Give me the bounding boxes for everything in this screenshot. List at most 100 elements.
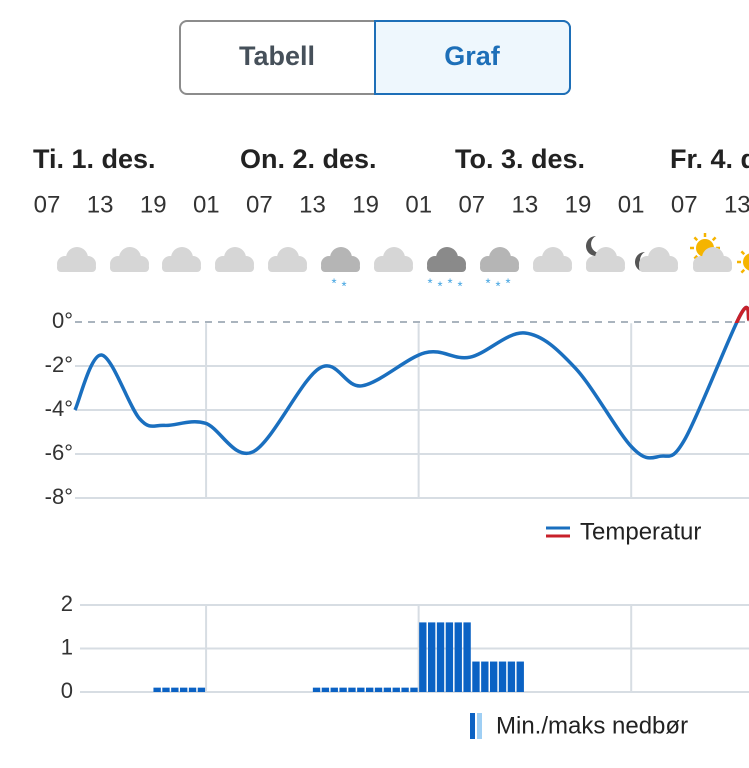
y-tick-label: 0 (61, 678, 73, 703)
precipitation-bar (357, 687, 365, 692)
cloud-icon (268, 247, 307, 272)
precipitation-bar (180, 687, 188, 692)
y-tick-label: 2 (61, 591, 73, 616)
hour-label: 07 (34, 191, 61, 218)
y-tick-label: 0° (52, 308, 73, 333)
y-tick-label: -4° (45, 396, 73, 421)
cloud-part (110, 263, 149, 272)
precipitation-bar (516, 661, 524, 692)
cloud-icon (110, 247, 149, 272)
legend-swatch (470, 713, 475, 739)
precipitation-bar (312, 687, 321, 692)
precipitation-bar (489, 661, 498, 692)
precipitation-bar (188, 687, 197, 692)
precipitation-bar (419, 622, 427, 692)
y-tick-label: -6° (45, 440, 73, 465)
y-tick-label: -8° (45, 484, 73, 509)
moon-icon (586, 236, 604, 257)
snow-icon: * (505, 275, 510, 290)
hour-label: 13 (299, 191, 326, 218)
precipitation-bar (507, 661, 516, 692)
hour-label: 07 (671, 191, 698, 218)
snow-icon: * (447, 275, 452, 290)
hour-label: 13 (87, 191, 114, 218)
cloud-icon (215, 247, 254, 272)
cloud-icon (693, 247, 732, 272)
hour-label: 01 (618, 191, 645, 218)
precipitation-bar (410, 687, 418, 692)
y-tick-label: -2° (45, 352, 73, 377)
precipitation-bar (153, 687, 161, 692)
precipitation-bar (445, 622, 454, 692)
y-tick-label: 1 (61, 634, 73, 659)
day-label: Fr. 4. des. (670, 144, 749, 174)
precipitation-bar (427, 622, 436, 692)
hour-label: 13 (724, 191, 749, 218)
hour-label: 01 (193, 191, 220, 218)
cloud-icon (321, 247, 360, 272)
cloud-icon (586, 247, 625, 272)
day-label: Ti. 1. des. (33, 144, 156, 174)
precipitation-bar (436, 622, 445, 692)
precipitation-bar (348, 687, 356, 692)
legend-label: Min./maks nedbør (496, 712, 688, 739)
cloud-icon (57, 247, 96, 272)
tab-graph[interactable]: Graf (444, 41, 501, 71)
sun-ray (693, 236, 699, 242)
cloud-part (321, 263, 360, 272)
precipitation-bar (392, 687, 400, 692)
cloud-part (639, 263, 678, 272)
precipitation-bar (339, 687, 347, 692)
cloud-part (427, 263, 466, 272)
cloud-part (162, 263, 201, 272)
cloud-part (374, 263, 413, 272)
hour-label: 19 (565, 191, 592, 218)
hour-label: 13 (512, 191, 539, 218)
cloud-icon (162, 247, 201, 272)
hour-label: 19 (352, 191, 379, 218)
sun-ray (693, 254, 699, 260)
cloud-part (586, 263, 625, 272)
cloud-part (57, 263, 96, 272)
precipitation-bar (171, 687, 179, 692)
sun-icon (743, 253, 749, 271)
precipitation-bar (463, 622, 471, 692)
legend-swatch (477, 713, 482, 739)
temperature-line-warm (734, 305, 749, 323)
cloud-part (480, 263, 519, 272)
precipitation-bar (383, 687, 392, 692)
hour-label: 07 (246, 191, 273, 218)
sun-ray (740, 268, 746, 274)
snow-icon: * (427, 275, 432, 290)
precipitation-bar (498, 661, 507, 692)
sun-ray (740, 250, 746, 256)
precipitation-bar (321, 687, 330, 692)
tab-table[interactable]: Tabell (239, 41, 315, 71)
precipitation-bar (330, 687, 338, 692)
tab-active-bg (374, 20, 571, 95)
cloud-icon (427, 247, 466, 272)
snow-icon: * (331, 275, 336, 290)
snow-icon: * (437, 278, 442, 293)
precipitation-bar (481, 661, 489, 692)
cloud-icon (374, 247, 413, 272)
cloud-icon (639, 247, 678, 272)
hour-label: 19 (140, 191, 167, 218)
precipitation-bar (197, 687, 206, 692)
precipitation-bar (401, 687, 409, 692)
precipitation-bar (454, 622, 462, 692)
sun-ray (711, 236, 717, 242)
hour-label: 07 (458, 191, 485, 218)
snow-icon: * (341, 278, 346, 293)
legend-label: Temperatur (580, 518, 701, 545)
cloud-icon (480, 247, 519, 272)
cloud-icon (533, 247, 572, 272)
snow-icon: * (457, 278, 462, 293)
snow-icon: * (495, 278, 500, 293)
cloud-part (693, 263, 732, 272)
precipitation-bar (162, 687, 170, 692)
hour-label: 01 (405, 191, 432, 218)
temperature-line (73, 305, 749, 460)
